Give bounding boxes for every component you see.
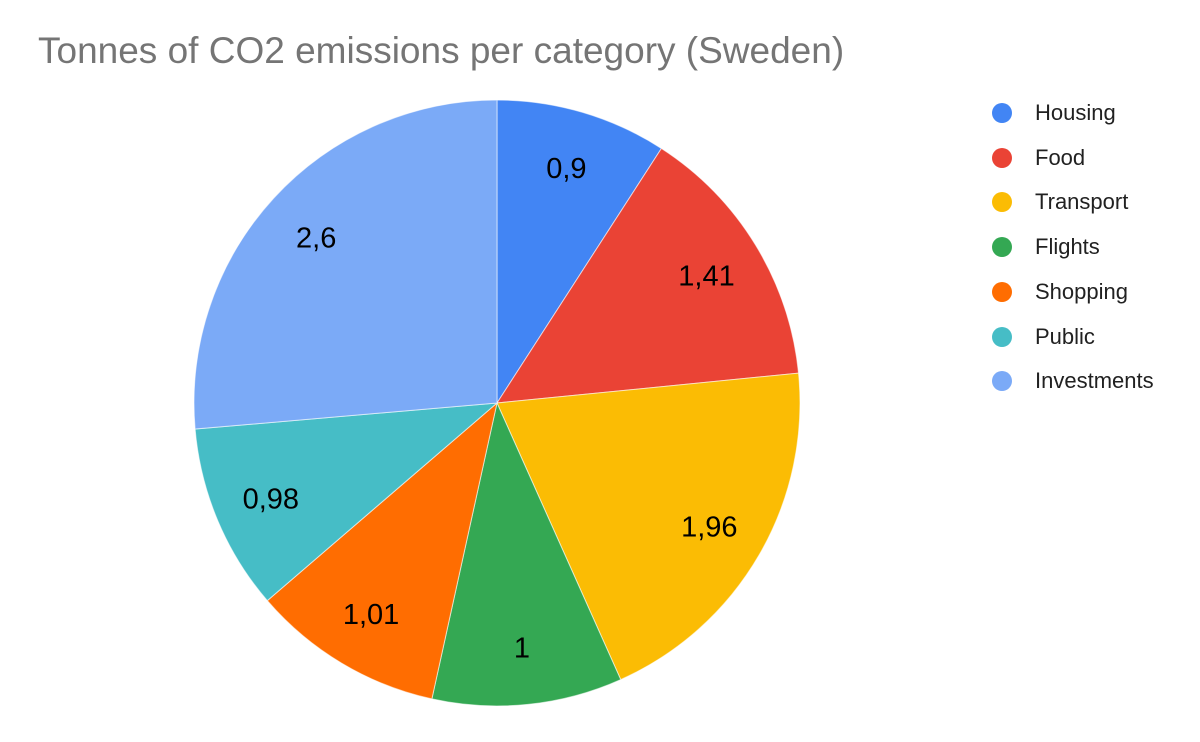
slice-value-label-flights: 1 bbox=[514, 632, 530, 664]
legend-swatch-food bbox=[992, 147, 1012, 168]
slice-value-label-transport: 1,96 bbox=[681, 511, 737, 543]
legend-item-transport[interactable]: Transport bbox=[992, 189, 1128, 215]
pie-slice-flights[interactable] bbox=[431, 401, 622, 707]
slice-value-label-shopping: 1,01 bbox=[343, 599, 399, 631]
pie-slice-housing[interactable] bbox=[496, 99, 663, 405]
legend-swatch-shopping bbox=[992, 281, 1012, 302]
pie-slice-food[interactable] bbox=[496, 147, 800, 404]
legend-swatch-transport bbox=[992, 192, 1012, 213]
legend-item-shopping[interactable]: Shopping bbox=[992, 279, 1128, 305]
legend-item-public[interactable]: Public bbox=[992, 324, 1095, 350]
chart-title: Tonnes of CO2 emissions per category (Sw… bbox=[38, 30, 845, 71]
pie-slice-transport[interactable] bbox=[496, 372, 801, 681]
pie-slice-shopping[interactable] bbox=[266, 401, 498, 700]
slice-value-label-public: 0,98 bbox=[243, 483, 299, 515]
legend-label-food: Food bbox=[1035, 144, 1086, 170]
legend-swatch-flights bbox=[992, 237, 1012, 258]
legend-label-housing: Housing bbox=[1035, 100, 1116, 125]
legend-label-public: Public bbox=[1035, 323, 1095, 349]
legend-label-investments: Investments bbox=[1035, 368, 1154, 394]
legend-label-flights: Flights bbox=[1035, 234, 1100, 260]
pie-slice-investments[interactable] bbox=[193, 99, 498, 430]
pie-slice-public[interactable] bbox=[194, 402, 499, 602]
legend-swatch-investments bbox=[992, 371, 1012, 392]
legend-label-transport: Transport bbox=[1035, 189, 1129, 215]
legend-item-food[interactable]: Food bbox=[992, 145, 1085, 171]
legend-item-investments[interactable]: Investments bbox=[992, 368, 1154, 394]
legend-item-housing[interactable]: Housing bbox=[992, 100, 1116, 126]
slice-value-label-food: 1,41 bbox=[678, 260, 734, 292]
legend-item-flights[interactable]: Flights bbox=[992, 234, 1100, 260]
slice-value-label-housing: 0,9 bbox=[546, 153, 586, 185]
slice-value-label-investments: 2,6 bbox=[296, 222, 336, 254]
legend-swatch-public bbox=[992, 326, 1012, 347]
legend-swatch-housing bbox=[992, 103, 1012, 123]
legend-label-shopping: Shopping bbox=[1035, 278, 1128, 304]
